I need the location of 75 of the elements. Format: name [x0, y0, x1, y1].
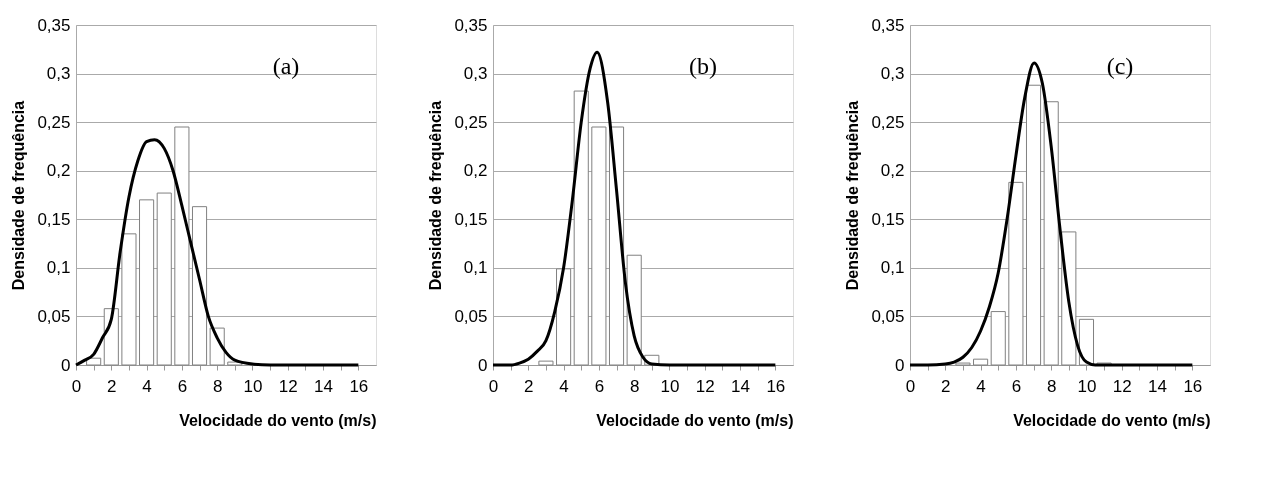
x-tick-label: 4: [142, 376, 152, 396]
y-tick-label: 0,3: [46, 64, 71, 84]
x-tick-label: 2: [941, 376, 951, 396]
y-tick-label: 0,35: [871, 15, 905, 35]
y-tick-label: 0,25: [871, 112, 905, 132]
x-tick-label: 10: [660, 376, 680, 396]
y-axis-title: Densidade de frequência: [427, 100, 445, 291]
x-tick-label: 16: [766, 376, 786, 396]
x-tick-label: 14: [731, 376, 751, 396]
bar: [1025, 84, 1042, 366]
bar: [1008, 181, 1024, 366]
y-tick-label: 0,2: [880, 161, 905, 181]
x-tick-label: 8: [1046, 376, 1057, 396]
x-tick-label: 16: [349, 376, 369, 396]
bar: [1043, 101, 1059, 366]
bar: [573, 90, 589, 366]
x-tick-label: 4: [976, 376, 986, 396]
y-tick-label: 0,25: [454, 112, 488, 132]
x-tick-label: 8: [629, 376, 640, 396]
y-tick-label: 0,05: [871, 306, 905, 326]
bar: [990, 311, 1006, 366]
y-tick-label: 0,3: [880, 64, 905, 84]
x-axis-title: Velocidade do vento (m/s): [1013, 411, 1211, 429]
bar: [139, 199, 155, 366]
y-tick-label: 0,1: [880, 258, 905, 278]
y-tick-label: 0,15: [454, 209, 488, 229]
line-series: [491, 50, 777, 367]
bar: [121, 233, 137, 366]
y-tick-label: 0,2: [46, 161, 71, 181]
bar: [538, 360, 554, 366]
x-tick-label: 8: [212, 376, 223, 396]
x-axis-title: Velocidade do vento (m/s): [179, 411, 377, 429]
y-tick-label: 0: [478, 355, 488, 375]
y-tick-label: 0,05: [37, 306, 71, 326]
x-tick-label: 10: [243, 376, 263, 396]
y-tick-label: 0,35: [454, 15, 488, 35]
y-tick-label: 0,3: [463, 64, 488, 84]
y-tick-label: 0,35: [37, 15, 71, 35]
y-tick-label: 0,25: [37, 112, 71, 132]
line-series: [74, 138, 360, 367]
bar: [591, 126, 607, 366]
bar: [191, 206, 208, 366]
x-tick-label: 2: [524, 376, 534, 396]
bar: [174, 126, 190, 366]
x-tick-label: 6: [177, 376, 188, 396]
bar: [86, 357, 102, 366]
bar: [973, 358, 989, 366]
x-tick-label: 12: [695, 376, 715, 396]
x-tick-label: 2: [107, 376, 117, 396]
annotation: (b): [689, 53, 717, 79]
y-axis-title: Densidade de frequência: [10, 100, 28, 291]
x-axis-title: Velocidade do vento (m/s): [596, 411, 794, 429]
bar: [556, 268, 572, 366]
y-tick-label: 0,15: [871, 209, 905, 229]
y-tick-label: 0,1: [46, 258, 71, 278]
x-tick-label: 10: [1077, 376, 1097, 396]
x-tick-label: 4: [559, 376, 569, 396]
annotation: (a): [272, 53, 300, 79]
y-tick-label: 0,1: [463, 258, 488, 278]
y-tick-label: 0: [895, 355, 905, 375]
y-tick-label: 0,15: [37, 209, 71, 229]
bar: [156, 192, 172, 366]
x-tick-label: 12: [278, 376, 298, 396]
x-tick-label: 6: [1011, 376, 1022, 396]
x-tick-label: 6: [594, 376, 605, 396]
x-tick-label: 16: [1183, 376, 1203, 396]
y-tick-label: 0,2: [463, 161, 488, 181]
x-tick-label: 14: [1148, 376, 1168, 396]
annotation: (c): [1106, 53, 1134, 79]
x-tick-label: 14: [314, 376, 334, 396]
x-tick-label: 12: [1112, 376, 1132, 396]
bar: [1078, 318, 1095, 366]
y-tick-label: 0: [61, 355, 71, 375]
y-axis-title: Densidade de frequência: [844, 100, 862, 291]
y-tick-label: 0,05: [454, 306, 488, 326]
